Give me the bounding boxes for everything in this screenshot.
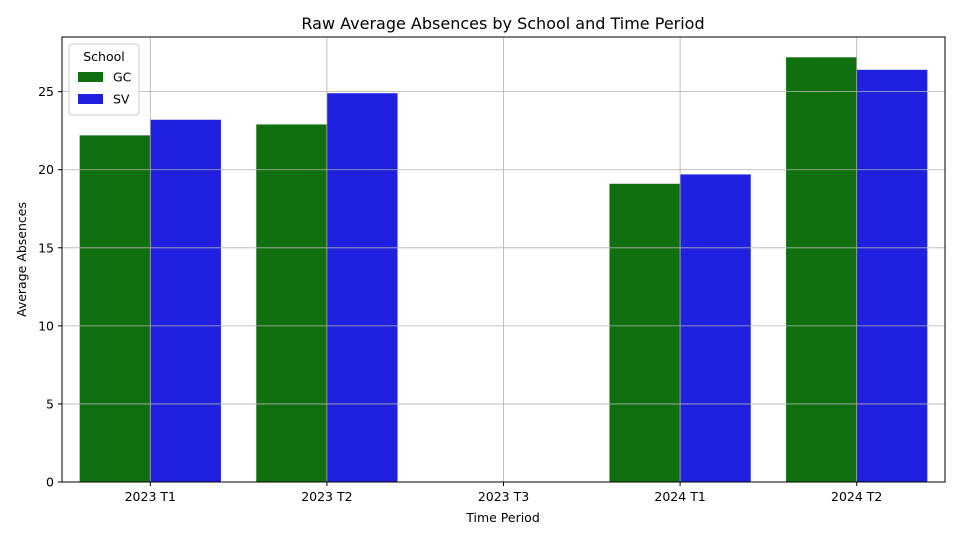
bar-gc-2024-t2 — [786, 57, 857, 482]
bar-sv-2024-t2 — [856, 69, 928, 482]
x-tick-label: 2023 T1 — [125, 489, 176, 504]
bar-gc-2023-t2 — [256, 124, 327, 482]
bar-gc-2023-t1 — [79, 135, 151, 483]
axes: 0 5 10 15 20 25 2023 T1 2023 T2 2023 T3 2024 T1 20… — [38, 36, 946, 504]
legend-label-sv: SV — [113, 92, 130, 107]
y-tick-label: 10 — [38, 318, 54, 333]
legend: School GC SV — [68, 43, 140, 116]
x-tick-label: 2024 T2 — [831, 489, 882, 504]
bars — [79, 57, 928, 483]
x-tick-label: 2023 T3 — [478, 489, 529, 504]
chart-title: Raw Average Absences by School and Time … — [301, 14, 704, 33]
y-tick-label: 5 — [46, 396, 54, 411]
y-tick-label: 15 — [38, 240, 54, 255]
legend-swatch-sv — [78, 94, 103, 104]
legend-label-gc: GC — [113, 70, 132, 85]
x-tick-label: 2024 T1 — [654, 489, 705, 504]
bar-gc-2024-t1 — [609, 183, 681, 483]
bar-sv-2024-t1 — [680, 174, 751, 482]
bar-sv-2023-t1 — [150, 119, 221, 482]
y-tick-label: 0 — [46, 475, 54, 490]
x-axis-label: Time Period — [465, 510, 540, 525]
legend-swatch-gc — [78, 72, 103, 82]
legend-title: School — [83, 49, 125, 64]
y-tick-label: 25 — [38, 84, 54, 99]
x-tick-label: 2023 T2 — [301, 489, 352, 504]
y-tick-label: 20 — [38, 162, 54, 177]
y-axis-label: Average Absences — [14, 202, 29, 317]
bar-sv-2023-t2 — [326, 93, 398, 483]
